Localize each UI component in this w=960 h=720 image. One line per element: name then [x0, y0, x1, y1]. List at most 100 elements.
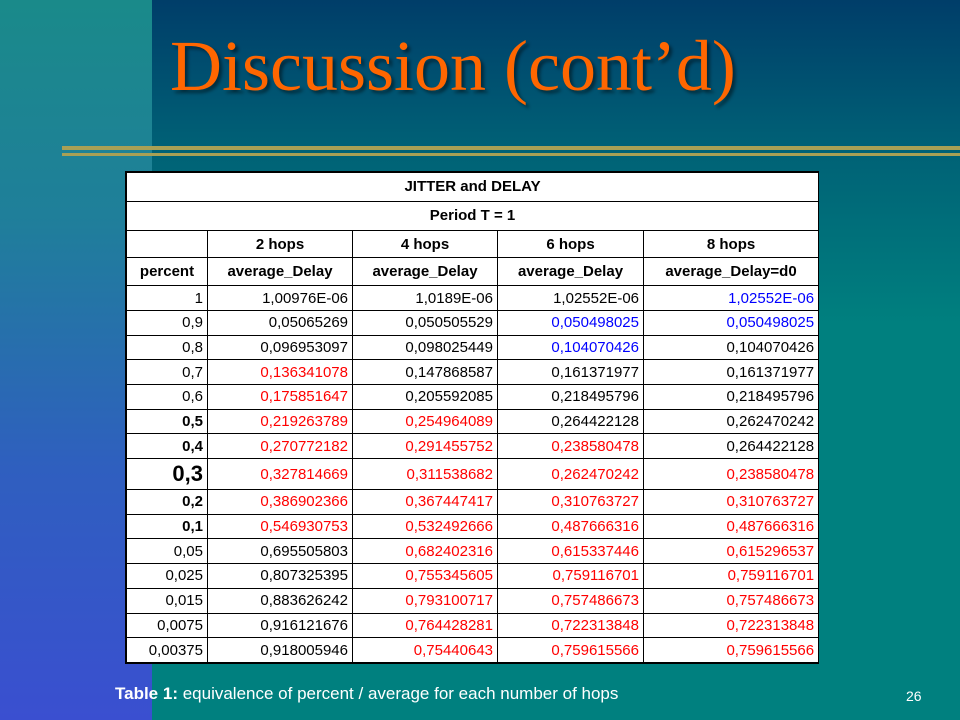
title-divider: [62, 146, 960, 160]
delay-value-cell: 0,270772182: [207, 433, 353, 460]
delay-value-cell: 0,098025449: [352, 334, 498, 361]
delay-value-cell: 0,682402316: [352, 538, 498, 565]
table-row: 0,1 0,546930753 0,532492666 0,487666316 0,48…: [126, 513, 820, 540]
delay-value-cell: 0,759116701: [497, 563, 644, 589]
percent-cell: 0,9: [126, 309, 208, 336]
delay-value-cell: 0,264422128: [497, 408, 644, 435]
delay-value-cell: 0,546930753: [207, 513, 353, 540]
delay-value-cell: 0,75440643: [352, 637, 498, 663]
delay-value-cell: 0,722313848: [497, 612, 644, 639]
table-subtitle: Period T = 1: [125, 200, 820, 231]
delay-value-cell: 0,310763727: [642, 488, 820, 515]
delay-value-cell: 0,310763727: [497, 488, 644, 515]
delay-value-cell: 0,238580478: [642, 458, 820, 490]
delay-value-cell: 0,175851647: [207, 384, 353, 410]
column-header: average_Delay=d0: [642, 257, 820, 287]
table-row: 0,8 0,096953097 0,098025449 0,104070426 0,10…: [126, 334, 820, 361]
delay-value-cell: 0,050498025: [642, 309, 820, 336]
jitter-delay-table: JITTER and DELAY Period T = 1 2 hops 4 h…: [125, 172, 820, 663]
data-table-container: JITTER and DELAY Period T = 1 2 hops 4 h…: [125, 171, 820, 664]
delay-value-cell: 0,918005946: [207, 637, 353, 663]
percent-cell: 0,00375: [126, 637, 208, 663]
percent-cell: 0,025: [126, 563, 208, 589]
table-row: 0,025 0,807325395 0,755345605 0,759116701 0,…: [126, 563, 820, 589]
delay-value-cell: 0,764428281: [352, 612, 498, 639]
table-caption: Table 1: equivalence of percent / averag…: [115, 684, 618, 704]
table-row: 0,05 0,695505803 0,682402316 0,615337446 0,6…: [126, 538, 820, 565]
delay-value-cell: 0,238580478: [497, 433, 644, 460]
delay-value-cell: 0,757486673: [497, 587, 644, 614]
percent-cell: 0,1: [126, 513, 208, 540]
table-row: 0,5 0,219263789 0,254964089 0,264422128 0,26…: [126, 408, 820, 435]
table-row: 0,3 0,327814669 0,311538682 0,262470242 0,23…: [126, 458, 820, 490]
caption-label: Table 1:: [115, 684, 178, 703]
delay-value-cell: 0,264422128: [642, 433, 820, 460]
delay-value-cell: 0,147868587: [352, 359, 498, 385]
delay-value-cell: 0,367447417: [352, 488, 498, 515]
hops-header: 2 hops: [207, 229, 353, 259]
hops-header: 4 hops: [352, 229, 498, 259]
delay-value-cell: 0,218495796: [497, 384, 644, 410]
column-header: average_Delay: [207, 257, 353, 287]
delay-value-cell: 0,219263789: [207, 408, 353, 435]
delay-value-cell: 0,327814669: [207, 458, 353, 490]
delay-value-cell: 0,218495796: [642, 384, 820, 410]
delay-value-cell: 0,722313848: [642, 612, 820, 639]
percent-cell: 0,7: [126, 359, 208, 385]
delay-value-cell: 0,615337446: [497, 538, 644, 565]
delay-value-cell: 0,161371977: [642, 359, 820, 385]
percent-cell: 0,6: [126, 384, 208, 410]
percent-cell: 0,05: [126, 538, 208, 565]
percent-cell: 0,2: [126, 488, 208, 515]
delay-value-cell: 0,05065269: [207, 309, 353, 336]
delay-value-cell: 0,386902366: [207, 488, 353, 515]
delay-value-cell: 0,759615566: [497, 637, 644, 663]
percent-cell: 1: [126, 285, 208, 311]
delay-value-cell: 1,00976E-06: [207, 285, 353, 311]
delay-value-cell: 1,02552E-06: [497, 285, 644, 311]
column-header: average_Delay: [352, 257, 498, 287]
table-row: 0,7 0,136341078 0,147868587 0,161371977 0,16…: [126, 359, 820, 385]
delay-value-cell: 0,050498025: [497, 309, 644, 336]
delay-value-cell: 0,291455752: [352, 433, 498, 460]
delay-value-cell: 0,532492666: [352, 513, 498, 540]
table-row: 0,0075 0,916121676 0,764428281 0,722313848 0…: [126, 612, 820, 639]
page-number: 26: [906, 688, 922, 704]
hops-header: 6 hops: [497, 229, 644, 259]
delay-value-cell: 0,807325395: [207, 563, 353, 589]
percent-cell: 0,5: [126, 408, 208, 435]
table-title: JITTER and DELAY: [125, 172, 820, 202]
delay-value-cell: 0,050505529: [352, 309, 498, 336]
caption-text: equivalence of percent / average for eac…: [177, 684, 619, 703]
delay-value-cell: 0,262470242: [642, 408, 820, 435]
delay-value-cell: 0,916121676: [207, 612, 353, 639]
percent-cell: 0,0075: [126, 612, 208, 639]
percent-cell: 0,4: [126, 433, 208, 460]
table-row: 0,4 0,270772182 0,291455752 0,238580478 0,26…: [126, 433, 820, 460]
table-row: 0,6 0,175851647 0,205592085 0,218495796 0,21…: [126, 384, 820, 410]
delay-value-cell: 0,262470242: [497, 458, 644, 490]
delay-value-cell: 0,487666316: [497, 513, 644, 540]
delay-value-cell: 0,757486673: [642, 587, 820, 614]
delay-value-cell: 1,0189E-06: [352, 285, 498, 311]
table-row: 0,2 0,386902366 0,367447417 0,310763727 0,31…: [126, 488, 820, 515]
delay-value-cell: 0,487666316: [642, 513, 820, 540]
table-row: 0,9 0,05065269 0,050505529 0,050498025 0,050…: [126, 309, 820, 336]
percent-cell: 0,8: [126, 334, 208, 361]
table-row: 0,00375 0,918005946 0,75440643 0,759615566 0…: [126, 637, 820, 663]
delay-value-cell: 0,205592085: [352, 384, 498, 410]
column-header: average_Delay: [497, 257, 644, 287]
delay-value-cell: 0,161371977: [497, 359, 644, 385]
delay-value-cell: 0,883626242: [207, 587, 353, 614]
delay-value-cell: 0,104070426: [497, 334, 644, 361]
delay-value-cell: 0,136341078: [207, 359, 353, 385]
delay-value-cell: 0,104070426: [642, 334, 820, 361]
delay-value-cell: 0,695505803: [207, 538, 353, 565]
delay-value-cell: 0,755345605: [352, 563, 498, 589]
delay-value-cell: 1,02552E-06: [642, 285, 820, 311]
percent-cell: 0,015: [126, 587, 208, 614]
delay-value-cell: 0,096953097: [207, 334, 353, 361]
table-row: 0,015 0,883626242 0,793100717 0,757486673 0,…: [126, 587, 820, 614]
delay-value-cell: 0,793100717: [352, 587, 498, 614]
percent-header: percent: [126, 257, 208, 287]
